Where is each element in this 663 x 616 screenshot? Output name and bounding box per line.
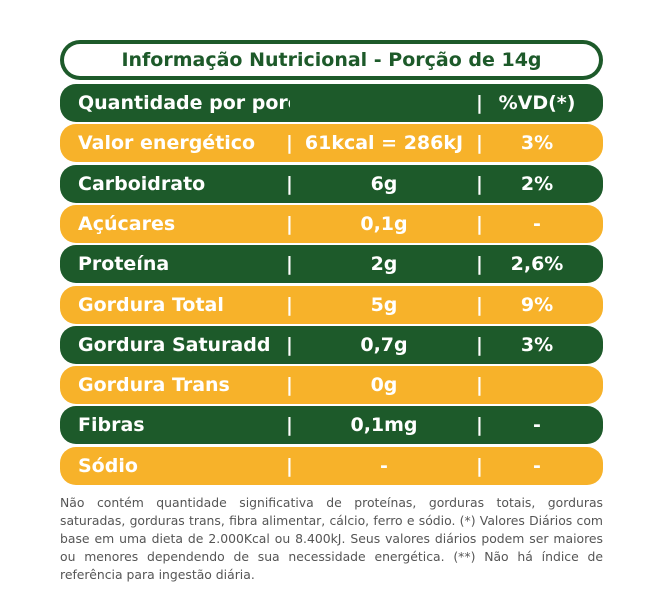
row-label: Gordura Saturadd xyxy=(78,333,271,356)
row-amount: 2g xyxy=(370,253,398,276)
separator: | xyxy=(286,374,293,397)
separator: | xyxy=(476,253,483,276)
separator: | xyxy=(476,172,483,195)
row-dv: 3% xyxy=(520,333,554,356)
separator: | xyxy=(286,293,293,316)
table-row: Sódio | - | - xyxy=(60,446,603,485)
row-dv: 9% xyxy=(520,293,554,316)
row-label: Carboidrato xyxy=(78,172,206,195)
separator: | xyxy=(476,293,483,316)
separator: | xyxy=(476,92,483,114)
row-amount: 0,1g xyxy=(360,212,408,235)
separator: | xyxy=(476,333,483,356)
row-dv: 2,6% xyxy=(510,253,564,276)
row-amount: 6g xyxy=(370,172,398,195)
separator: | xyxy=(286,172,293,195)
row-label: Fibras xyxy=(78,414,145,437)
row-label: Valor energético xyxy=(78,132,256,155)
table-row: Gordura Total | 5g | 9% xyxy=(60,285,603,324)
row-amount: 0,7g xyxy=(360,333,408,356)
row-dv: - xyxy=(533,454,541,477)
separator: | xyxy=(476,212,483,235)
row-label: Açúcares xyxy=(78,212,176,235)
separator: | xyxy=(476,414,483,437)
separator: | xyxy=(286,333,293,356)
separator: | xyxy=(476,132,483,155)
row-label: Sódio xyxy=(78,454,138,477)
table-head: Quantidade por porção | %VD(*) xyxy=(60,84,603,122)
table-row: Fibras | 0,1mg | - xyxy=(60,406,603,445)
table-row: Açúcares | 0,1g | - xyxy=(60,204,603,243)
separator: | xyxy=(476,454,483,477)
row-amount: - xyxy=(380,454,388,477)
table-row: Gordura Saturadd | 0,7g | 3% xyxy=(60,325,603,364)
separator: | xyxy=(286,454,293,477)
head-label: Quantidade por porção xyxy=(78,92,290,114)
row-amount: 0g xyxy=(370,374,398,397)
separator: | xyxy=(286,253,293,276)
row-label: Proteína xyxy=(78,253,170,276)
row-dv: - xyxy=(533,414,541,437)
table-row: Proteína | 2g | 2,6% xyxy=(60,245,603,284)
row-dv: 3% xyxy=(520,132,554,155)
separator: | xyxy=(286,212,293,235)
title: Informação Nutricional - Porção de 14g xyxy=(64,44,599,76)
row-amount: 5g xyxy=(370,293,398,316)
table-row: Valor energético | 61kcal = 286kJ | 3% xyxy=(60,124,603,163)
footnote: Não contém quantidade significativa de p… xyxy=(60,495,603,582)
row-amount: 61kcal = 286kJ xyxy=(304,132,464,155)
row-dv: - xyxy=(533,212,541,235)
separator: | xyxy=(286,414,293,437)
row-label: Gordura Trans xyxy=(78,374,230,397)
table-row: Gordura Trans | 0g | xyxy=(60,366,603,405)
table-row: Carboidrato | 6g | 2% xyxy=(60,164,603,203)
title-bar: Informação Nutricional - Porção de 14g xyxy=(60,40,603,80)
separator: | xyxy=(286,132,293,155)
row-amount: 0,1mg xyxy=(350,414,418,437)
head-dv: %VD(*) xyxy=(498,92,576,114)
separator: | xyxy=(476,374,483,397)
row-label: Gordura Total xyxy=(78,293,224,316)
row-dv: 2% xyxy=(520,172,554,195)
